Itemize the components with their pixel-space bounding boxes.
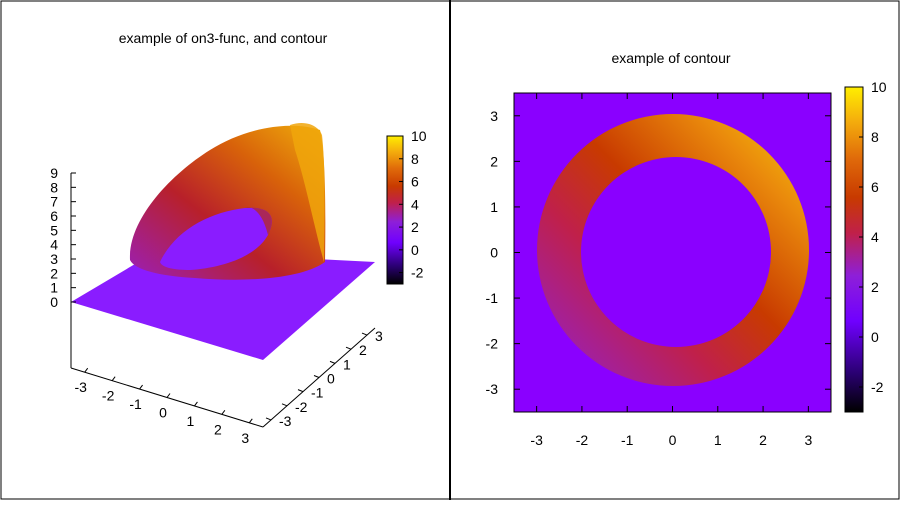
surface-y-tick [329,360,336,364]
heatmap-y-tick-label: 0 [490,245,498,261]
surface-x-tick [84,367,89,373]
surface-colorbar-tick-label: 8 [411,151,419,167]
surface-z-tick-label: 5 [50,222,58,238]
surface-colorbar-tick-label: 10 [411,128,427,144]
surface-title: example of on3-func, and contour [119,30,328,46]
heatmap-panel: example of contour -3 -2 -1 0 1 2 3 3210-1-2-3… [486,50,887,448]
heatmap-y-tick-label: -3 [486,381,499,397]
heatmap-x-tick-label: 0 [669,432,677,448]
heatmap-title: example of contour [611,50,730,66]
heatmap-colorbar [844,86,864,413]
surface-y-tick-label: 0 [327,371,335,387]
heatmap-colorbar-tick-label: 10 [871,79,887,95]
surface-ring-highlight [290,123,325,262]
surface-y-tick-label: 3 [375,328,383,344]
surface-colorbar-tick-label: 4 [411,196,419,212]
heatmap-x-tick-group: -3 -2 -1 0 1 2 3 [530,93,812,448]
heatmap-y-tick-label: -2 [486,336,499,352]
surface-x-tick [194,401,198,407]
heatmap-colorbar-tick-label: 4 [871,229,879,245]
heatmap-colorbar-tick-label: 6 [871,179,879,195]
heatmap-colorbar-tick-label: 2 [871,279,879,295]
heatmap-y-tick-group: 3 2 1 0 -1 -2 -3 [486,108,831,397]
surface-x-tick [248,418,253,424]
surface-x-tick [139,384,143,390]
surface-x-tick [221,410,226,415]
surface-z-tick-label: 8 [50,179,58,195]
surface-colorbar-tick-label: -2 [411,265,424,281]
surface-y-tick [265,417,272,421]
surface-z-tick-label: 3 [50,251,58,267]
surface-x-tick-group: -3 -2 -1 0 1 2 3 [74,367,253,446]
surface-colorbar-tick-label: 6 [411,174,419,190]
heatmap-colorbar-tick-label: 0 [871,329,879,345]
surface-z-tick-label: 4 [50,237,58,253]
heatmap-x-tick-label: -2 [576,432,589,448]
surface-x-tick-label: -1 [129,396,142,412]
heatmap-ring-hole [581,157,771,347]
surface-ring-inner-wall [245,207,272,235]
surface-colorbar-tick-label: 0 [411,242,419,258]
surface-x-tick [111,376,116,381]
heatmap-y-tick-label: -1 [486,290,499,306]
surface-colorbar-tick-label: 2 [411,219,419,235]
surface-colorbar [386,135,404,285]
heatmap-y-tick-label: 2 [490,153,498,169]
surface-ring-hole [160,207,272,270]
surface-y-tick [297,389,304,393]
surface-y-tick [281,403,288,407]
surface-x-tick-label: 2 [214,421,222,437]
surface-y-tick-label: -1 [311,385,324,401]
surface-x-tick [166,393,171,398]
heatmap-x-tick-label: -3 [530,432,543,448]
surface-y-tick [313,375,320,378]
surface-x-tick-label: 3 [241,430,249,446]
surface-y-tick [361,332,368,336]
surface-z-tick-label: 0 [50,294,58,310]
heatmap-x-tick-label: -1 [621,432,634,448]
surface-x-tick-label: 1 [187,413,195,429]
surface-z-tick-label: 7 [50,194,58,210]
surface-z-tick-label: 6 [50,208,58,224]
surface-y-tick-label: 1 [343,356,351,372]
heatmap-colorbar-tick-label: -2 [871,379,884,395]
surface-y-tick [345,346,352,350]
surface-x-tick-label: -3 [74,379,87,395]
surface-y-tick-label: -3 [279,413,292,429]
surface-x-tick-label: -2 [102,388,115,404]
heatmap-y-tick-label: 1 [490,199,498,215]
heatmap-y-tick-label: 3 [490,108,498,124]
heatmap-colorbar-ticks: 10 8 6 4 2 0 -2 [859,79,887,395]
heatmap-x-tick-label: 2 [759,432,767,448]
heatmap-x-tick-label: 3 [804,432,812,448]
surface-z-tick-label: 9 [50,165,58,181]
surface-panel: example of on3-func, and contour 0123456… [50,30,427,446]
heatmap-colorbar-tick-label: 8 [871,129,879,145]
surface-colorbar-ticks: 10 8 6 4 2 0 -2 [399,128,427,281]
heatmap-image [514,93,831,412]
surface-y-tick-label: -2 [295,399,308,415]
surface-z-tick-label: 1 [50,280,58,296]
surface-x-tick-label: 0 [159,405,167,421]
surface-z-tick-label: 2 [50,265,58,281]
heatmap-x-tick-label: 1 [714,432,722,448]
surface-base-plane [71,251,375,360]
surface-y-tick-label: 2 [359,342,367,358]
